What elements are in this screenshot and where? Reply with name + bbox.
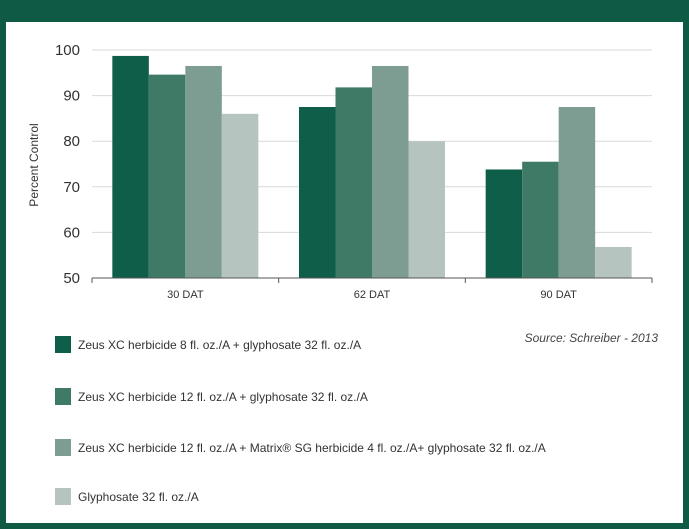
legend-label: Zeus XC herbicide 12 fl. oz./A + Matrix®… <box>78 441 546 455</box>
x-tick-label: 90 DAT <box>540 289 577 301</box>
x-axis: 30 DAT 62 DAT 90 DAT <box>91 278 653 301</box>
y-tick-label: 90 <box>63 88 80 105</box>
legend-swatch <box>55 388 71 405</box>
legend-label: Zeus XC herbicide 8 fl. oz./A + glyphosa… <box>78 338 361 352</box>
bar <box>372 65 409 279</box>
bar <box>112 55 149 278</box>
bar <box>299 107 336 278</box>
x-tick-label: 30 DAT <box>167 289 204 301</box>
legend-swatch <box>55 488 71 505</box>
y-axis: 50 60 70 80 90 100 <box>55 42 80 287</box>
legend: Zeus XC herbicide 8 fl. oz./A + glyphosa… <box>55 336 546 505</box>
bar <box>595 246 632 278</box>
y-axis-label: Percent Control <box>27 123 41 206</box>
x-tick-label: 62 DAT <box>354 289 391 301</box>
bar <box>408 141 445 278</box>
bar <box>558 107 596 278</box>
source-note: Source: Schreiber - 2013 <box>525 331 659 345</box>
bar <box>485 169 523 278</box>
y-tick-label: 100 <box>55 42 80 59</box>
bar <box>185 65 222 279</box>
y-tick-label: 80 <box>63 133 80 150</box>
bar <box>148 74 186 279</box>
bars <box>112 55 632 279</box>
bar <box>335 87 372 278</box>
legend-label: Glyphosate 32 fl. oz./A <box>78 490 199 504</box>
legend-label: Zeus XC herbicide 12 fl. oz./A + glyphos… <box>78 390 368 404</box>
y-tick-label: 60 <box>63 224 80 241</box>
legend-swatch <box>55 439 71 456</box>
legend-swatch <box>55 336 71 353</box>
y-tick-label: 50 <box>63 270 80 287</box>
bar <box>221 113 259 278</box>
y-tick-label: 70 <box>63 179 80 196</box>
bar <box>522 161 559 278</box>
